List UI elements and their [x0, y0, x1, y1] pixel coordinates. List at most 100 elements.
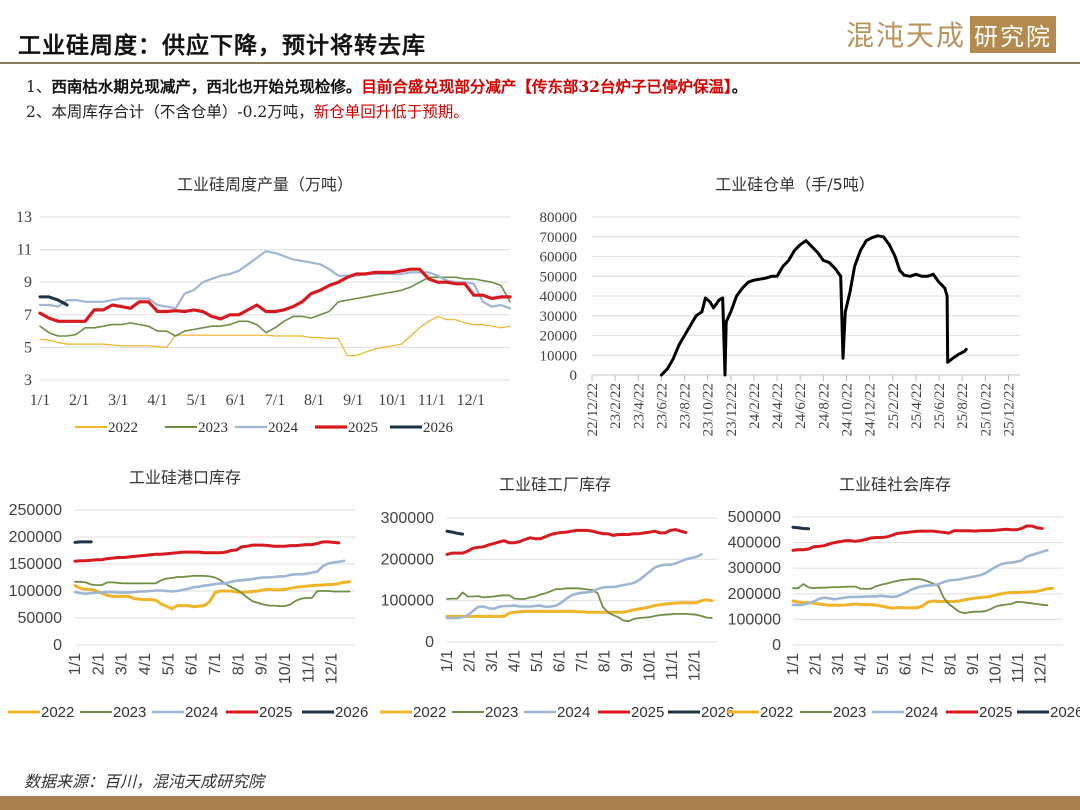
y-tick-label: 60000	[540, 250, 578, 266]
legend-label-2025: 2025	[348, 420, 378, 436]
x-tick-label: 12/1	[324, 653, 341, 684]
x-tick-label: 24/6/22	[793, 383, 809, 429]
y-tick-label: 300000	[728, 560, 781, 577]
x-tick-label: 23/6/22	[654, 383, 670, 429]
series-line-2023	[446, 587, 713, 623]
bullet-1-prefix: 1、	[26, 78, 52, 96]
chart-title: 工业硅仓单（手/5吨）	[715, 175, 875, 194]
social-inventory-chart: 工业硅社会库存 0 100000 200000 300000 400000 500000 1/…	[727, 475, 1080, 721]
factory-inventory-chart: 工业硅工厂库存 0 100000 200000 300000 1/1 2/1 3/1 4/1 5/…	[380, 475, 734, 721]
series-line-2023	[74, 575, 351, 608]
legend-label-2023: 2023	[198, 420, 228, 436]
x-tick-label: 1/1	[439, 650, 456, 672]
legend-label-2023: 2023	[113, 704, 146, 721]
y-tick-label: 0	[53, 637, 62, 654]
footer-bar	[0, 796, 1080, 810]
y-tick-label: 300000	[381, 510, 434, 527]
x-tick-label: 4/1	[507, 650, 524, 672]
series-line-2022	[791, 586, 1055, 610]
bullet-2-black-text: 本周库存合计（不含仓单）-0.2万吨，	[51, 103, 314, 121]
series-line-2026	[791, 525, 811, 531]
brand-logo: 混沌天成 研究院	[846, 14, 1056, 54]
chart-title: 工业硅周度产量（万吨）	[177, 175, 353, 194]
data-source-note: 数据来源：百川，混沌天成研究院	[24, 772, 265, 791]
y-tick-label: 200000	[9, 529, 62, 546]
page-title: 工业硅周度：供应下降，预计将转去库	[18, 32, 426, 59]
x-tick-label: 1/1	[67, 653, 84, 675]
x-tick-label: 6/1	[226, 392, 246, 409]
logo-main-text: 混沌天成	[845, 19, 966, 52]
y-tick-label: 200000	[381, 551, 434, 568]
series-line-2024	[38, 250, 512, 310]
x-tick-label: 5/1	[160, 653, 177, 675]
series-line-2026	[445, 529, 465, 536]
series-line-2026	[38, 295, 69, 307]
series-line-2022	[39, 315, 511, 357]
y-tick-label: 50000	[540, 269, 578, 285]
series-line-2025	[445, 528, 688, 556]
x-tick-label: 6/1	[898, 653, 915, 675]
y-tick-label: 9	[24, 274, 32, 291]
x-tick-label: 4/1	[147, 392, 167, 409]
legend-label-2022: 2022	[41, 704, 74, 721]
x-tick-label: 3/1	[108, 392, 128, 409]
x-tick-label: 24/12/22	[863, 383, 879, 436]
y-tick-label: 7	[24, 307, 32, 324]
series-line-2022	[73, 580, 352, 611]
x-tick-label: 9/1	[965, 653, 982, 675]
x-tick-label: 10/1	[988, 653, 1005, 684]
y-tick-label: 50000	[18, 610, 63, 627]
x-tick-label: 23/10/22	[701, 383, 717, 436]
chart-title: 工业硅港口库存	[129, 468, 241, 487]
bullet-1-black-text: 西南枯水期兑现减产，西北也开始兑现检修。	[51, 77, 362, 96]
x-tick-label: 7/1	[265, 392, 285, 409]
y-tick-label: 150000	[9, 556, 62, 573]
legend-label-2025: 2025	[631, 704, 664, 721]
x-tick-label: 10/1	[378, 392, 406, 409]
legend-label-2026: 2026	[335, 704, 368, 721]
x-tick-label: 8/1	[597, 650, 614, 672]
x-tick-label: 3/1	[484, 650, 501, 672]
x-tick-label: 24/8/22	[816, 383, 832, 429]
x-tick-label: 8/1	[943, 653, 960, 675]
x-tick-label: 6/1	[552, 650, 569, 672]
y-tick-label: 20000	[540, 329, 578, 345]
series-line-2022	[445, 598, 714, 618]
summary-bullets: 1、西南枯水期兑现减产，西北也开始兑现检修。目前合盛兑现部分减产【传东部32台炉…	[26, 74, 747, 125]
y-tick-label: 500000	[728, 509, 781, 526]
y-tick-label: 13	[16, 209, 32, 226]
x-tick-label: 12/1	[1033, 653, 1050, 684]
x-tick-label: 23/4/22	[631, 383, 647, 429]
bullet-1-red-text: 目前合盛兑现部分减产【传东部32台炉子已停炉保温】	[361, 77, 732, 96]
bullet-1-end: 。	[731, 77, 748, 96]
x-tick-label: 25/12/22	[1001, 383, 1017, 436]
y-tick-label: 10000	[540, 348, 578, 364]
series-line-2024	[791, 549, 1049, 607]
x-tick-label: 9/1	[343, 392, 363, 409]
x-tick-label: 10/1	[277, 653, 294, 684]
bullet-2: 2、本周库存合计（不含仓单）-0.2万吨，新仓单回升低于预期。	[26, 100, 747, 125]
series-line-2025	[38, 267, 512, 323]
y-tick-label: 250000	[9, 502, 62, 519]
y-tick-label: 100000	[9, 583, 62, 600]
y-tick-label: 0	[772, 637, 781, 654]
x-tick-label: 25/4/22	[909, 383, 925, 429]
y-tick-label: 5	[24, 339, 32, 356]
x-tick-label: 23/2/22	[608, 383, 624, 429]
x-tick-label: 11/1	[300, 653, 317, 683]
x-tick-label: 22/12/22	[585, 383, 601, 436]
series-line-2026	[73, 540, 93, 544]
series-line-2025	[73, 540, 341, 563]
x-tick-label: 5/1	[875, 653, 892, 675]
bullet-2-red-text: 新仓单回升低于预期。	[313, 103, 469, 121]
y-tick-label: 400000	[728, 535, 781, 552]
x-tick-label: 5/1	[529, 650, 546, 672]
warehouse-receipts-chart: 工业硅仓单（手/5吨） 0 10000 20000 30000 40000 50000 600…	[540, 175, 1020, 436]
y-tick-label: 11	[17, 242, 32, 259]
y-tick-label: 100000	[728, 611, 781, 628]
y-tick-label: 40000	[540, 289, 578, 305]
x-tick-label: 5/1	[186, 392, 206, 409]
legend-label-2024: 2024	[557, 704, 590, 721]
x-tick-label: 3/1	[830, 653, 847, 675]
x-tick-label: 4/1	[137, 653, 154, 675]
